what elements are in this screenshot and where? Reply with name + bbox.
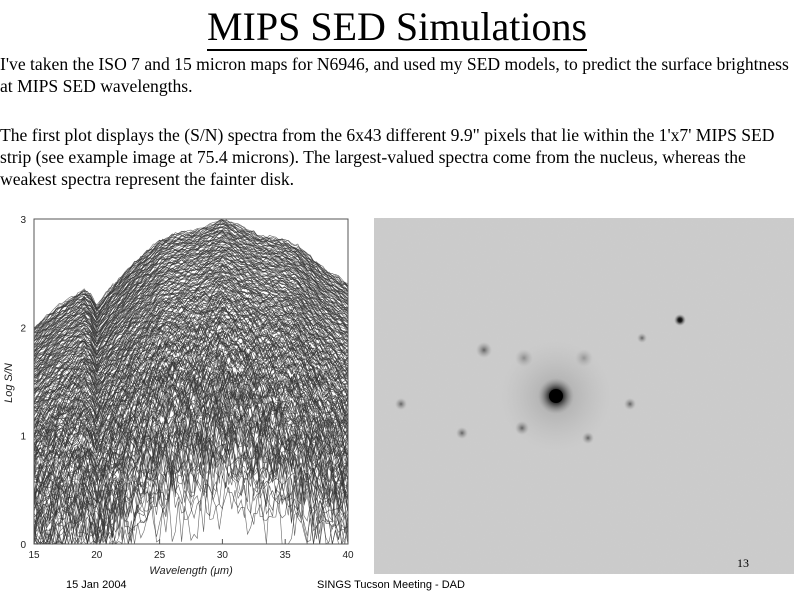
spectrum-line: [33, 322, 349, 439]
footer-date: 15 Jan 2004: [66, 579, 127, 591]
spectrum-line: [33, 399, 349, 526]
spectrum-line: [33, 277, 349, 385]
intro-paragraph: I've taken the ISO 7 and 15 micron maps …: [0, 54, 789, 96]
page-number: 13: [737, 556, 749, 570]
slide-title: MIPS SED Simulations: [0, 3, 794, 51]
spectrum-line: [33, 402, 349, 535]
spectrum-line: [33, 293, 349, 405]
x-tick-label: 25: [154, 550, 166, 561]
galaxy-image-svg: [374, 218, 794, 574]
x-tick-label: 35: [280, 550, 292, 561]
spectrum-line: [33, 230, 349, 340]
galaxy-image-75-micron: [374, 218, 794, 574]
spectrum-line: [33, 277, 349, 386]
spectrum-line: [33, 379, 349, 503]
spectrum-line: [33, 253, 349, 363]
spectrum-line: [33, 354, 349, 473]
spectrum-line: [33, 392, 349, 518]
x-tick-label: 30: [217, 550, 229, 561]
spectrum-line: [33, 363, 349, 484]
spectrum-line: [33, 235, 349, 346]
spectrum-line: [33, 292, 349, 400]
spectrum-line: [33, 291, 349, 403]
x-axis-label: Wavelength (μm): [149, 565, 233, 577]
bright-knot: [674, 314, 686, 326]
sn-spectra-chart: 15 20 25 30 35 40 0 1 2 3 Wavelength (μm) Log S/N: [3, 215, 354, 577]
spectrum-line: [33, 305, 349, 420]
spectrum-line: [33, 218, 349, 329]
spectra-lines: [33, 218, 349, 546]
spectrum-line: [33, 223, 349, 330]
y-tick-label: 0: [20, 540, 26, 551]
spectrum-line: [33, 313, 349, 422]
spectrum-line: [33, 408, 349, 545]
spectrum-line: [33, 263, 349, 373]
y-axis-label: Log S/N: [3, 363, 15, 403]
spectrum-line: [33, 334, 349, 450]
spectrum-line: [33, 218, 349, 329]
spectrum-line: [33, 219, 349, 332]
spectrum-line: [33, 375, 349, 501]
spectrum-line: [33, 231, 349, 341]
spectrum-line: [33, 249, 349, 362]
spectrum-line: [33, 400, 349, 526]
spectrum-line: [33, 281, 349, 389]
y-tick-label: 1: [20, 432, 26, 443]
sn-spectra-plot: 15 20 25 30 35 40 0 1 2 3 Wavelength (μm) Log S/N: [0, 213, 368, 578]
spectrum-line: [33, 262, 349, 371]
plot-axes: 15 20 25 30 35 40 0 1 2 3: [20, 215, 354, 561]
spectrum-line: [33, 348, 349, 458]
footer-meeting: SINGS Tucson Meeting - DAD: [317, 579, 465, 591]
spectrum-line: [33, 372, 349, 498]
spectrum-line: [33, 331, 349, 443]
x-tick-label: 15: [28, 550, 40, 561]
spectrum-line: [33, 320, 349, 437]
spectrum-line: [33, 360, 349, 484]
spectrum-line: [33, 254, 349, 365]
spectrum-line: [33, 222, 349, 333]
y-tick-label: 3: [20, 215, 26, 226]
spectrum-line: [33, 259, 349, 370]
spectrum-line: [33, 303, 349, 414]
spectrum-line: [33, 306, 349, 423]
spectrum-line: [33, 246, 349, 358]
spectrum-line: [34, 308, 349, 423]
y-tick-label: 2: [20, 323, 26, 334]
spectrum-line: [33, 430, 349, 545]
x-tick-label: 40: [342, 550, 354, 561]
spectrum-line: [34, 440, 349, 546]
spectrum-line: [33, 282, 349, 391]
x-tick-label: 20: [91, 550, 103, 561]
spectrum-line: [33, 368, 349, 492]
spectrum-line: [33, 264, 349, 374]
description-paragraph: The first plot displays the (S/N) spectr…: [0, 125, 775, 189]
spectrum-line: [34, 444, 349, 545]
spectrum-line: [33, 275, 349, 382]
spectrum-line: [33, 386, 349, 505]
spectrum-line: [33, 284, 349, 398]
plot-frame: [33, 218, 349, 545]
slide-title-text: MIPS SED Simulations: [206, 4, 588, 51]
spectrum-line: [33, 265, 349, 373]
spectrum-line: [33, 356, 349, 462]
spectrum-line: [33, 299, 349, 410]
spectrum-line: [33, 283, 349, 393]
spectrum-line: [33, 256, 349, 369]
spectrum-line: [33, 266, 349, 377]
